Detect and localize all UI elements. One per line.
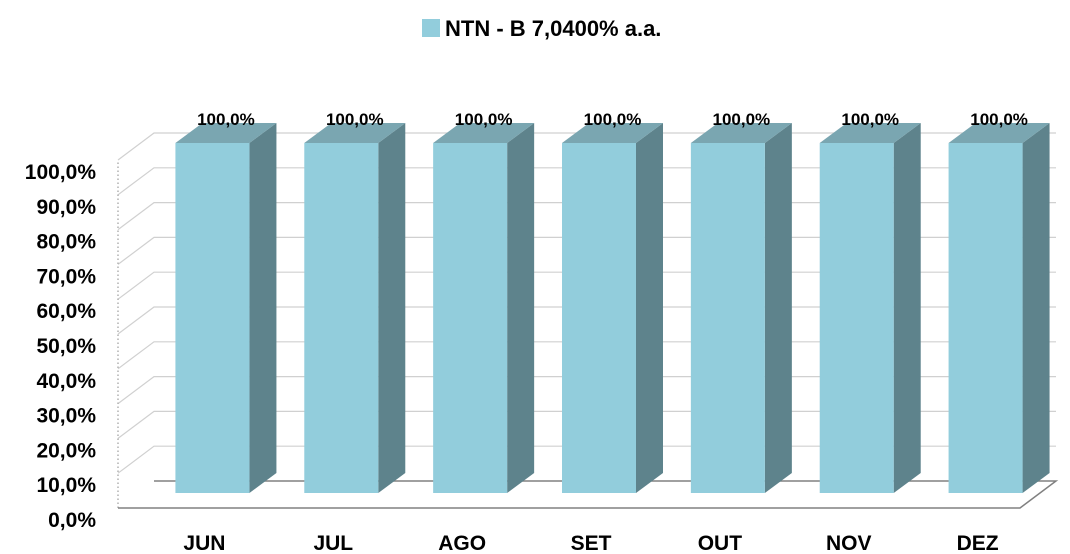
data-label-nov: 100,0% [841,110,899,129]
y-tick-label: 20,0% [36,439,96,462]
bar-side [764,123,792,493]
legend-label: NTN - B 7,0400% a.a. [445,16,661,41]
bar-front [948,143,1023,493]
bar-jun [175,123,277,493]
bar-side [378,123,406,493]
y-tick-label: 70,0% [36,265,96,288]
bar-top [690,123,792,143]
bar-set [562,123,663,493]
bar-ago [433,123,535,493]
bar-front [433,143,508,493]
bar-front [819,143,894,493]
data-labels: 100,0% 100,0% 100,0% 100,0% 100,0% 100,0% 100,… [197,110,1028,129]
x-tick-label: DEZ [957,532,999,554]
bar-top [948,123,1050,143]
data-label-ago: 100,0% [455,110,513,129]
y-tick-label: 10,0% [36,474,96,497]
bar-side [636,123,663,493]
bar-side [1022,123,1050,493]
bar-top [304,123,406,143]
y-axis-ticks: 0,0% 10,0% 20,0% 30,0% 40,0% 50,0% 60,0% 70,0% 8… [25,161,97,532]
data-label-set: 100,0% [584,110,642,129]
x-axis-ticks: JUN JUL AGO SET OUT NOV DEZ [183,532,998,554]
y-tick-label: 60,0% [36,300,96,323]
bar-front [562,143,636,493]
bar-dez [948,123,1050,493]
bar-side [507,123,535,493]
bar-top [562,123,663,143]
y-tick-label: 100,0% [25,161,97,184]
bar-side [893,123,921,493]
bar-top [819,123,921,143]
x-tick-label: JUN [183,532,225,554]
legend-swatch [422,19,440,37]
x-tick-label: OUT [698,532,743,554]
data-label-jul: 100,0% [326,110,384,129]
bar-side [249,123,277,493]
y-tick-label: 50,0% [36,335,96,358]
y-tick-label: 30,0% [36,405,96,428]
y-tick-label: 40,0% [36,370,96,393]
bar-front [175,143,250,493]
bar-out [690,123,792,493]
bar-jul [304,123,406,493]
bar-front [304,143,379,493]
bar-nov [819,123,921,493]
data-label-jun: 100,0% [197,110,255,129]
bar-front [690,143,765,493]
x-tick-label: JUL [313,532,353,554]
legend: NTN - B 7,0400% a.a. [422,16,661,41]
bar-top [175,123,277,143]
bars [175,123,1050,493]
data-label-dez: 100,0% [970,110,1028,129]
y-tick-label: 0,0% [48,509,96,532]
x-tick-label: SET [571,532,612,554]
bar-top [433,123,535,143]
x-tick-label: AGO [438,532,486,554]
data-label-out: 100,0% [713,110,771,129]
y-tick-label: 80,0% [36,231,96,254]
y-tick-label: 90,0% [36,196,96,219]
x-tick-label: NOV [826,532,872,554]
